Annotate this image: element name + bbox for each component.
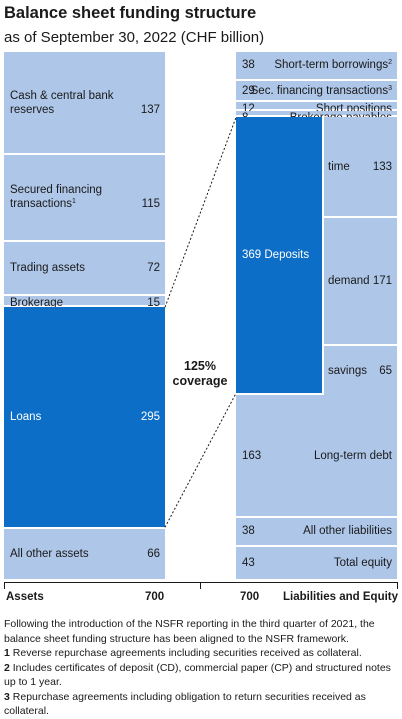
axis-tick	[4, 583, 5, 589]
bar-value: 66	[147, 548, 160, 561]
liabilities-total: 700	[240, 591, 260, 603]
bar-liabilities-short-term-borrowings: 38 Short-term borrowings2	[236, 52, 397, 79]
bar-value: 38	[242, 59, 255, 72]
bar-label: Short-term borrowings2	[274, 59, 392, 72]
footnote-3: 3 Repurchase agreements including obliga…	[4, 690, 366, 718]
bar-label: Cash & central bank reserves	[10, 89, 114, 116]
coverage-percent: 125%	[184, 359, 216, 373]
axis-tick	[200, 583, 201, 589]
connector-top-line	[164, 117, 237, 308]
bar-label: All other liabilities	[303, 525, 392, 538]
bar-assets-brokerage-receivables: Brokerage receivables15	[4, 295, 165, 323]
bar-label: time	[328, 160, 350, 173]
liabilities-axis-label: Liabilities and Equity	[283, 591, 399, 603]
bar-assets-secured-financing-transactions: Secured financing transactions1 115	[4, 155, 165, 240]
bar-assets-all-other-assets: All other assets 66	[4, 529, 165, 579]
bar-value: 15	[147, 296, 160, 309]
bar-value: 72	[147, 261, 160, 274]
chart-title: Balance sheet funding structure	[4, 4, 257, 22]
bar-liabilities-total-equity: 43 Total equity	[236, 546, 397, 579]
assets-total: 700	[145, 591, 165, 603]
bar-label: Total equity	[333, 556, 392, 569]
assets-axis-label: Assets	[6, 591, 44, 603]
chart-subtitle: as of September 30, 2022 (CHF billion)	[4, 29, 265, 46]
bar-value: 163	[242, 449, 262, 462]
bar-value: 133	[372, 160, 392, 173]
coverage-label: 125% coverage	[165, 359, 235, 389]
bar-value: 137	[140, 103, 160, 116]
bar-liabilities-brokerage-payables: 8Brokerage payables	[236, 111, 397, 124]
bar-label: All other assets	[10, 548, 89, 561]
bar-assets-loans: Loans 295	[4, 307, 165, 528]
connector-bottom-line	[164, 393, 237, 528]
baseline-axis	[4, 582, 398, 583]
bar-value: 43	[242, 556, 255, 569]
bar-value: 115	[141, 198, 160, 211]
bar-label: Secured financing transactions1	[10, 184, 103, 211]
bar-label: Long-term debt	[314, 449, 392, 462]
footnote-1: 1 Reverse repurchase agreements includin…	[4, 647, 362, 659]
bar-value: 295	[140, 411, 160, 424]
bar-value: 38	[242, 525, 255, 538]
bar-value: 65	[379, 364, 392, 377]
bar-value: 29	[242, 84, 255, 97]
bar-deposits-savings: savings 65	[324, 346, 397, 396]
bar-liabilities-sec-financing-transactions: 29 Sec. financing transactions3	[236, 80, 397, 101]
bar-label: 369 Deposits	[242, 249, 310, 262]
bar-liabilities-deposits: 369 Deposits	[236, 117, 322, 394]
bar-deposits-demand: demand 171	[324, 217, 397, 345]
bar-liabilities-long-term-debt: 163 Long-term debt	[236, 395, 397, 516]
coverage-word: coverage	[172, 374, 228, 388]
bar-label: savings	[328, 364, 367, 377]
bar-liabilities-all-other-liabilities: 38 All other liabilities	[236, 518, 397, 545]
bar-assets-cash-central-bank-reserves: Cash & central bank reserves 137	[4, 52, 165, 154]
footnotes: Following the introduction of the NSFR r…	[4, 617, 398, 719]
bar-deposits-time: time 133	[324, 117, 397, 216]
axis-tick	[397, 583, 398, 589]
footnote-intro: Following the introduction of the NSFR r…	[4, 618, 375, 645]
bar-label: Sec. financing transactions3	[250, 84, 392, 97]
bar-assets-trading-assets: Trading assets 72	[4, 241, 165, 294]
footnote-2: 2 Includes certificates of deposit (CD),…	[4, 661, 391, 689]
bar-liabilities-short-positions: 12 Short positions	[236, 102, 397, 115]
bar-label: Loans	[10, 411, 42, 424]
bar-label: Trading assets	[10, 261, 85, 274]
bar-label: demand	[328, 274, 370, 287]
bar-value: 171	[372, 274, 392, 287]
